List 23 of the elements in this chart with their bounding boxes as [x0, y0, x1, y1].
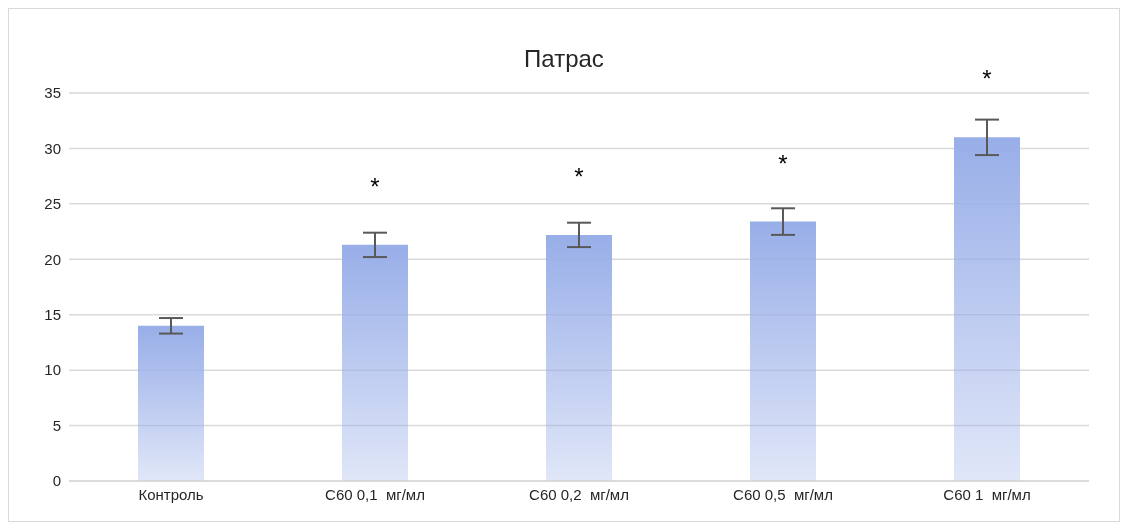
y-tick-label: 5 — [52, 416, 61, 434]
y-tick-label: 20 — [44, 250, 61, 268]
bar — [342, 244, 408, 481]
y-tick-label: 35 — [44, 84, 61, 102]
annotation: * — [778, 149, 788, 177]
annotation: * — [574, 162, 584, 190]
bar — [750, 221, 816, 481]
bar — [954, 137, 1020, 481]
x-tick-label: C60 0,1 мг/мл — [325, 485, 425, 503]
x-tick-label: C60 0,5 мг/мл — [733, 485, 833, 503]
annotation: * — [370, 172, 380, 200]
bar — [138, 325, 204, 481]
x-tick-label: Контроль — [138, 485, 204, 503]
x-tick-label: C60 1 мг/мл — [943, 485, 1031, 503]
annotation: * — [982, 65, 992, 93]
x-tick-label: C60 0,2 мг/мл — [529, 485, 629, 503]
y-tick-label: 25 — [44, 195, 61, 213]
y-tick-label: 15 — [44, 306, 61, 324]
chart-title: Патрас — [524, 45, 604, 72]
y-tick-label: 10 — [44, 361, 61, 379]
bar — [546, 234, 612, 481]
y-tick-label: 0 — [52, 472, 61, 490]
y-tick-label: 30 — [44, 139, 61, 157]
